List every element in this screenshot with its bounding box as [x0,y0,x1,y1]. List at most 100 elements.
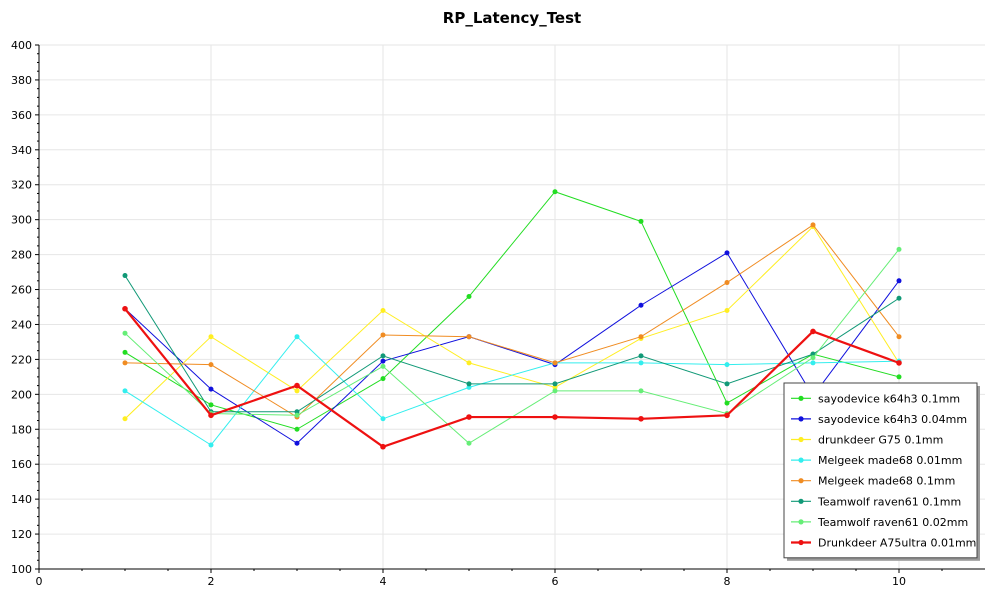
series-1 [122,189,902,432]
data-point [122,273,128,279]
y-tick-label: 220 [11,353,32,366]
data-point [638,388,644,394]
x-tick-label: 4 [380,575,387,588]
data-point [724,412,730,419]
data-point [896,360,902,366]
legend-swatch-marker [798,457,804,463]
y-tick-label: 320 [11,179,32,192]
legend-label: Drunkdeer A75ultra 0.01mm [818,537,976,550]
legend-label: Teamwolf raven61 0.02mm [817,516,968,529]
data-point [724,362,730,368]
legend-label: Melgeek made68 0.01mm [818,454,962,467]
legend-label: sayodevice k64h3 0.04mm [818,413,967,426]
legend-swatch-marker [798,478,804,484]
legend-swatch-marker [798,519,804,525]
legend-entry: Teamwolf raven61 0.02mm [791,516,968,529]
legend: sayodevice k64h3 0.1mm sayodevice k64h3 0… [783,382,980,561]
legend-label: Melgeek made68 0.1mm [818,475,955,488]
data-point [122,360,128,366]
legend-label: Teamwolf raven61 0.1mm [817,495,961,508]
data-point [638,218,644,224]
y-tick-label: 160 [11,458,32,471]
data-point [122,305,128,312]
series-line [124,275,900,413]
data-point [466,440,472,446]
data-point [810,360,816,366]
series-line [124,225,900,420]
y-tick-label: 180 [11,423,32,436]
data-point [552,388,558,394]
data-point [294,334,300,340]
series-line [124,224,900,418]
data-point [294,382,300,389]
y-tick-label: 260 [11,284,32,297]
data-point [380,416,386,422]
data-point [208,402,214,408]
data-point [380,332,386,338]
data-point [380,363,386,369]
series-line [124,308,900,448]
y-tick-label: 340 [11,144,32,157]
data-point [466,360,472,366]
series-lines [122,189,902,450]
data-point [380,376,386,382]
legend-label: drunkdeer G75 0.1mm [818,434,943,447]
x-tick-label: 10 [892,575,906,588]
x-tick-label: 0 [36,575,43,588]
x-tick-label: 6 [552,575,559,588]
y-tick-label: 120 [11,528,32,541]
data-point [380,358,386,364]
data-point [552,360,558,366]
data-point [208,334,214,340]
data-point [724,307,730,313]
data-point [380,443,386,450]
x-tick-label: 8 [724,575,731,588]
data-point [638,353,644,359]
data-point [208,386,214,392]
y-tick-label: 140 [11,493,32,506]
y-tick-label: 300 [11,214,32,227]
series-line [124,335,900,446]
series-line [124,191,900,430]
legend-entry: sayodevice k64h3 0.1mm [791,392,960,405]
data-point [208,442,214,448]
data-point [466,381,472,387]
data-point [466,414,472,420]
data-point [810,328,816,335]
data-point [896,334,902,340]
legend-box [783,382,978,559]
legend-swatch-marker [798,436,804,443]
data-point [638,360,644,366]
data-point [208,412,214,419]
data-point [294,388,300,394]
legend-entry: Drunkdeer A75ultra 0.01mm [791,537,976,550]
legend-entry: Teamwolf raven61 0.1mm [791,495,961,508]
legend-entry: Melgeek made68 0.01mm [791,454,962,467]
data-point [638,334,644,340]
legend-entry: drunkdeer G75 0.1mm [791,434,943,447]
data-point [294,409,300,415]
data-point [552,189,558,195]
y-tick-label: 100 [11,563,32,576]
legend-swatch-marker [798,539,804,546]
data-point [896,246,902,252]
data-point [552,414,558,420]
gridlines [39,44,985,569]
y-tick-label: 380 [11,74,32,87]
y-tick-label: 360 [11,109,32,122]
data-point [810,355,816,361]
x-tick-label: 2 [208,575,215,588]
data-point [810,222,816,228]
data-point [122,416,128,422]
data-point [122,388,128,394]
data-point [122,330,128,336]
data-point [552,384,558,390]
data-point [466,384,472,390]
series-5 [122,222,902,420]
data-point [122,349,128,355]
data-point [380,353,386,359]
y-tick-label: 400 [11,39,32,52]
legend-entry: sayodevice k64h3 0.04mm [791,413,967,426]
